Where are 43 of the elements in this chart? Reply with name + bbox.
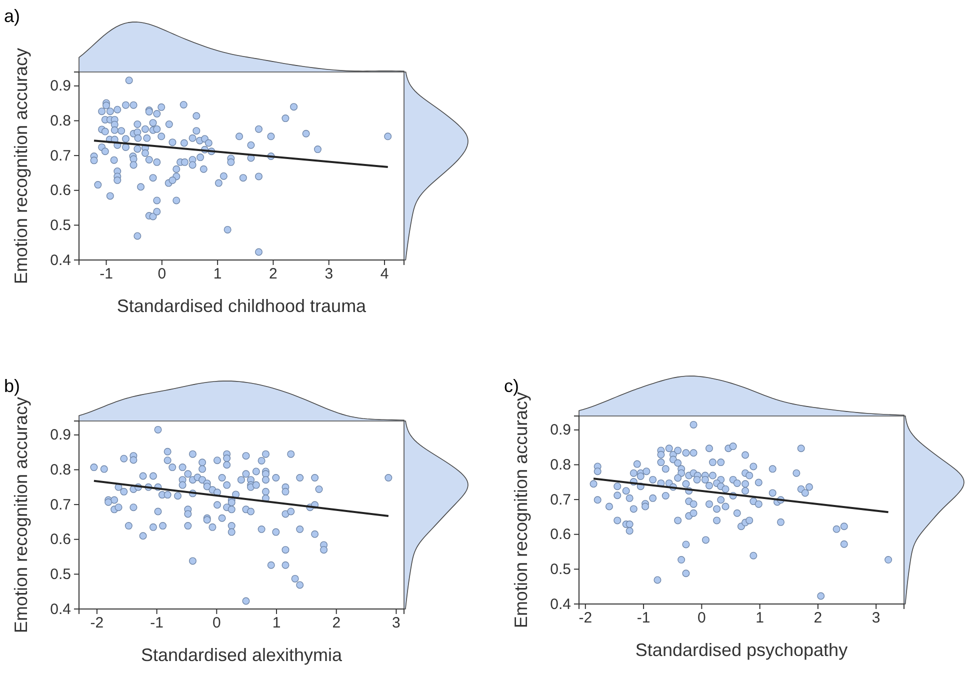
y-tick-label: 0.9: [50, 78, 71, 95]
x-tick-label: -1: [636, 610, 650, 627]
chart-title: a): [4, 6, 20, 26]
x-tick-label: -1: [150, 614, 164, 632]
x-tick-label: 1: [756, 610, 764, 627]
x-axis-title: Standardised psychopathy: [635, 640, 848, 660]
x-tick-label: 3: [392, 614, 400, 632]
y-tick-label: 0.5: [50, 216, 71, 234]
y-axis-title: Emotion recognition accuracy: [11, 396, 31, 634]
y-tick-label: 0.6: [550, 526, 571, 544]
y-axis-title: Emotion recognition accuracy: [11, 48, 31, 284]
y-tick-label: 0.9: [50, 426, 71, 444]
y-tick-label: 0.4: [50, 252, 71, 269]
x-axis-title: Standardised alexithymia: [140, 645, 344, 665]
y-tick-label: 0.5: [50, 566, 71, 583]
y-tick-label: 0.9: [550, 422, 571, 439]
y-tick-label: 0.8: [50, 462, 71, 479]
x-tick-label: -2: [578, 610, 592, 627]
x-tick-label: 2: [814, 610, 822, 627]
x-axis-title: Standardised childhood trauma: [116, 296, 368, 316]
y-tick-label: 0.7: [50, 496, 71, 514]
y-tick-label: 0.6: [50, 182, 71, 200]
y-tick-label: 0.4: [550, 596, 571, 613]
x-tick-label: 3: [324, 266, 334, 283]
x-tick-label: 1: [213, 266, 222, 283]
y-tick-label: 0.4: [50, 600, 71, 618]
x-tick-label: -1: [100, 266, 113, 283]
x-tick-label: 4: [380, 266, 389, 283]
x-tick-label: 0: [698, 610, 706, 627]
y-tick-label: 0.8: [50, 112, 71, 130]
x-tick-label: 3: [872, 610, 880, 627]
x-tick-label: -2: [90, 614, 104, 632]
chart-title: b): [4, 376, 20, 396]
x-tick-label: 1: [272, 614, 281, 632]
y-tick-label: 0.6: [50, 531, 71, 548]
x-tick-label: 0: [212, 614, 221, 632]
x-tick-label: 2: [332, 614, 341, 632]
y-tick-label: 0.7: [550, 491, 571, 508]
y-tick-label: 0.5: [550, 560, 571, 578]
y-tick-label: 0.7: [50, 147, 71, 164]
x-tick-label: 0: [158, 266, 166, 283]
y-tick-label: 0.8: [550, 456, 571, 474]
x-tick-label: 2: [269, 266, 278, 283]
